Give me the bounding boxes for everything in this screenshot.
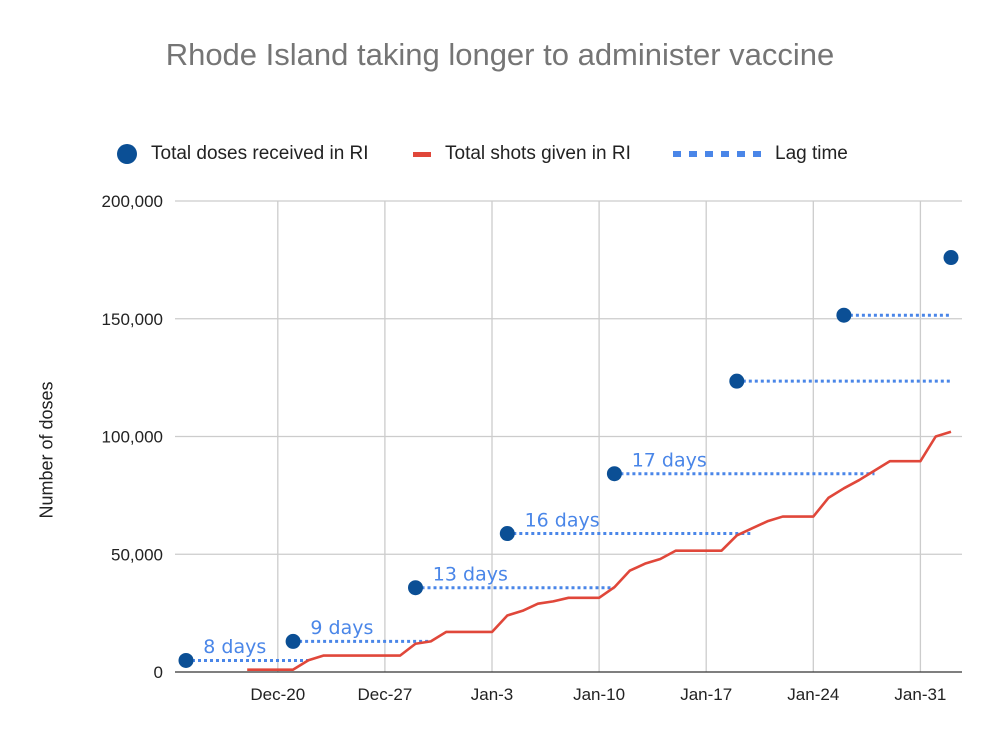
legend-label: Total shots given in RI [445,143,631,164]
lag-label: 13 days [433,564,508,586]
x-tick-label: Jan-24 [787,685,839,704]
doses-received-point [499,526,515,542]
x-tick-label: Jan-17 [680,685,732,704]
legend-marker-dotted [673,151,761,157]
lag-label: 9 days [310,617,373,639]
doses-received-point [943,250,959,266]
x-tick-label: Jan-3 [471,685,514,704]
y-tick-label: 50,000 [111,545,163,564]
doses-received-point [836,307,852,323]
legend-item-lag-time[interactable]: Lag time [673,141,848,167]
doses-received-point [606,466,622,482]
x-tick-label: Jan-31 [894,685,946,704]
legend: Total doses received in RI Total shots g… [0,141,1000,167]
legend-label: Total doses received in RI [151,143,369,164]
legend-marker-dot [117,144,137,164]
chart-title: Rhode Island taking longer to administer… [165,37,835,72]
legend-marker-line [413,151,431,157]
doses-received-point [285,633,301,649]
y-tick-label: 150,000 [102,310,163,329]
y-tick-label: 200,000 [102,192,163,211]
x-tick-label: Dec-20 [250,685,305,704]
shots-given-line [247,430,952,671]
doses-received-point [729,373,745,389]
doses-received-point [178,652,194,668]
x-tick-label: Dec-27 [357,685,412,704]
legend-item-doses-received[interactable]: Total doses received in RI [117,141,369,167]
doses-received-point [408,580,423,596]
lag-label: 8 days [203,636,266,658]
lag-label: 17 days [632,449,707,471]
y-tick-label: 0 [154,663,163,682]
lag-label: 16 days [525,510,600,532]
x-tick-label: Jan-10 [573,685,625,704]
legend-item-shots-given[interactable]: Total shots given in RI [413,141,631,167]
y-tick-label: 100,000 [102,428,163,447]
legend-label: Lag time [775,143,848,164]
